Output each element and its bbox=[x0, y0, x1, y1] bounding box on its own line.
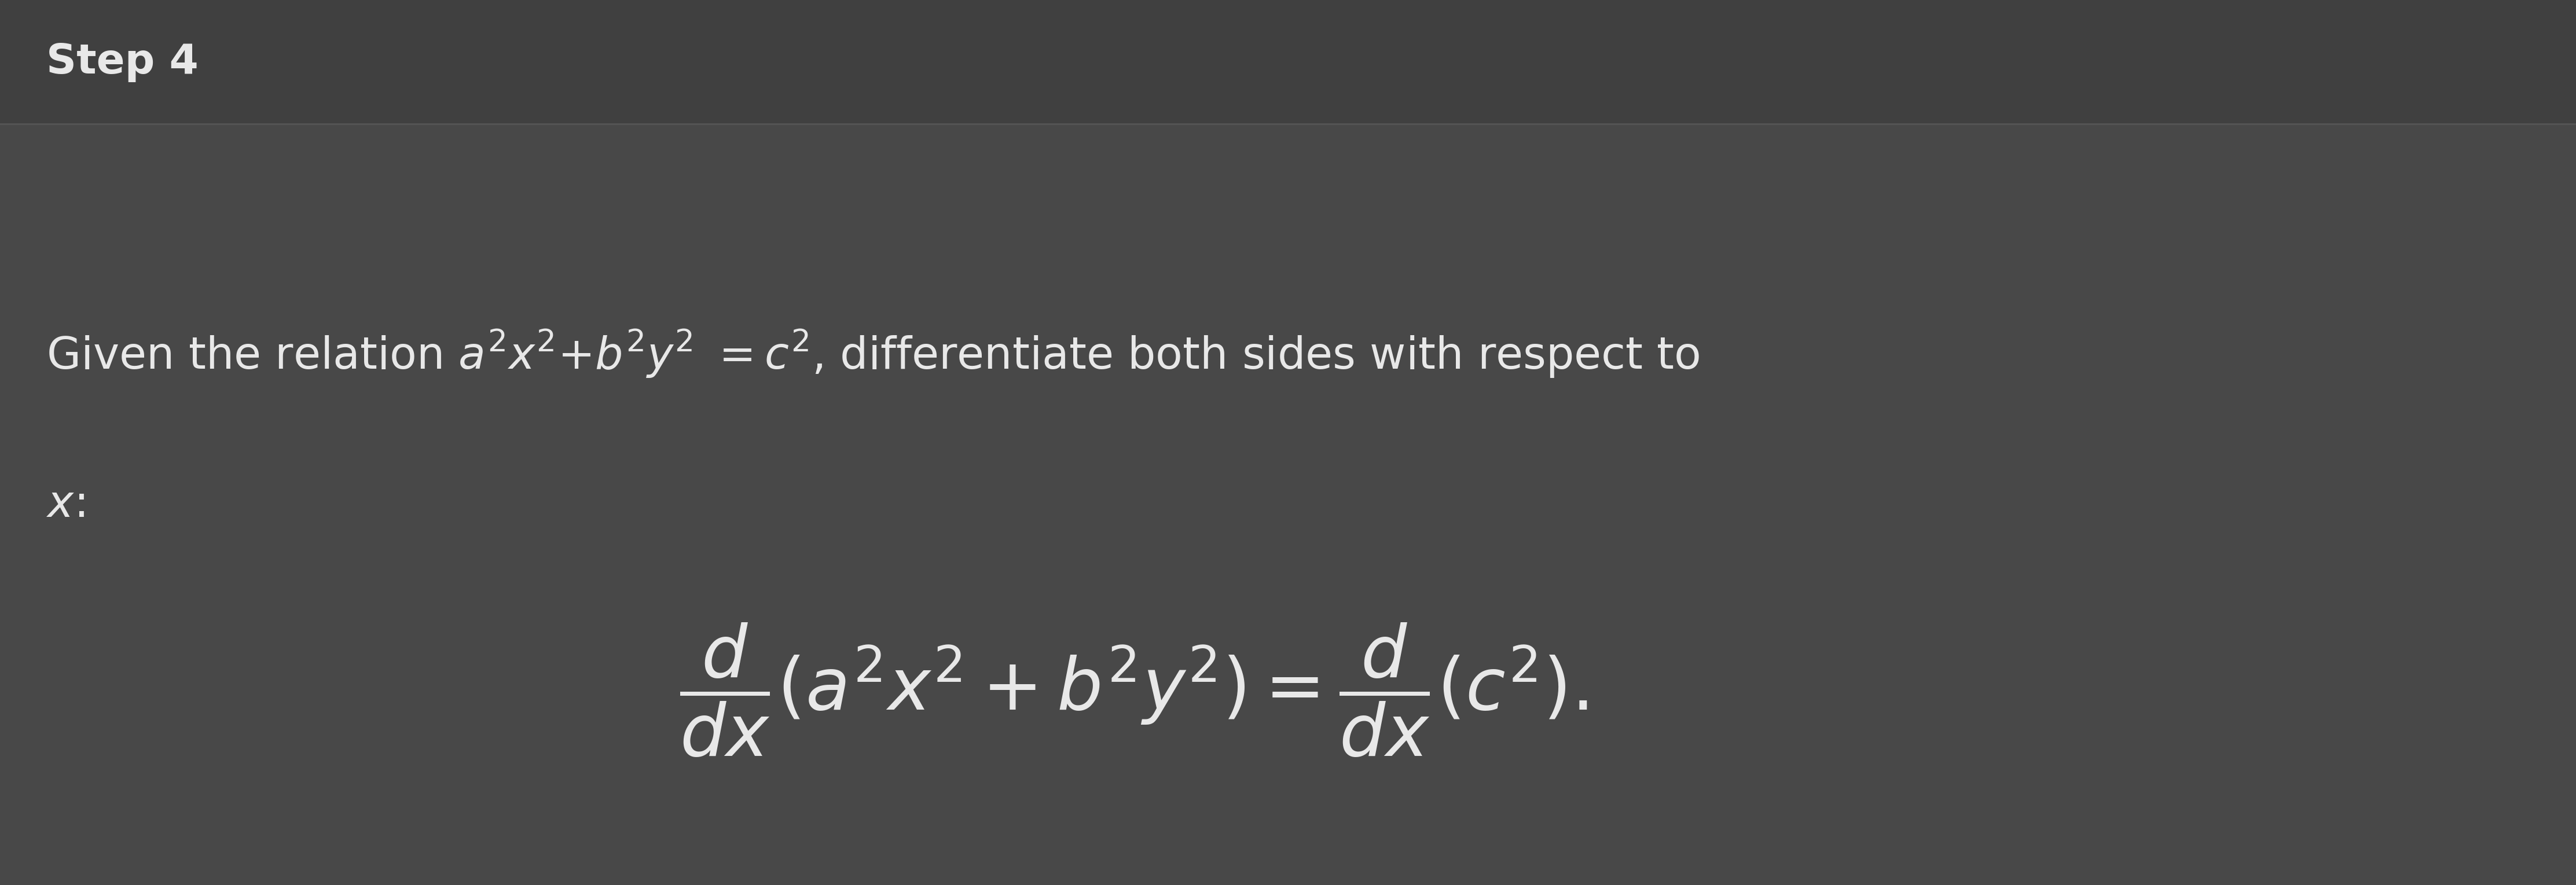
Text: $x$:: $x$: bbox=[46, 483, 85, 526]
Bar bbox=[0, 0, 2576, 124]
Text: $\dfrac{d}{dx}(a^2x^2 + b^2y^2) = \dfrac{d}{dx}(c^2).$: $\dfrac{d}{dx}(a^2x^2 + b^2y^2) = \dfrac… bbox=[680, 621, 1587, 759]
Text: Step 4: Step 4 bbox=[46, 42, 198, 82]
Text: Given the relation $a^2x^2{+}b^2y^2\ {=}c^2$, differentiate both sides with resp: Given the relation $a^2x^2{+}b^2y^2\ {=}… bbox=[46, 328, 1700, 380]
